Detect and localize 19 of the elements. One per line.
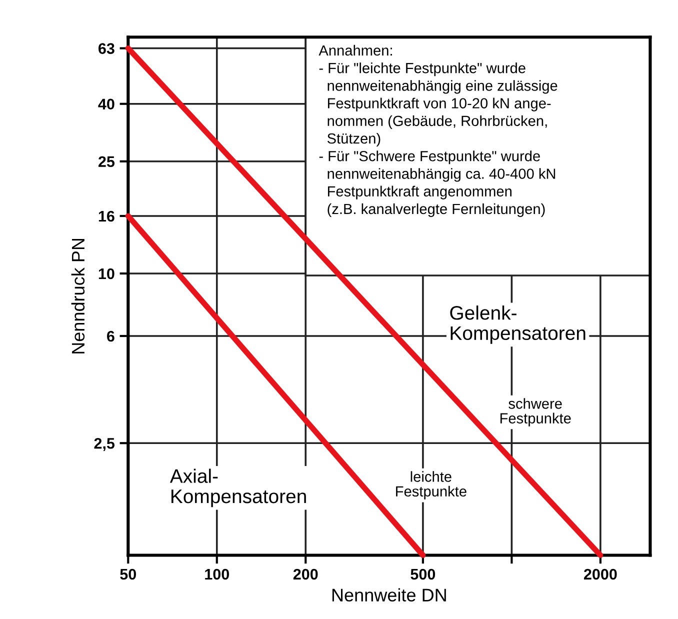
y-tick-label: 6 [107, 330, 114, 342]
y-tick-label: 2,5 [94, 438, 115, 452]
x-tick-label: 500 [410, 568, 436, 580]
y-tick-label: 63 [98, 43, 114, 54]
annotation: Gelenk- Kompensatoren [450, 306, 586, 344]
x-tick-label: 100 [205, 568, 230, 580]
annotation: leichte Festpunkte [396, 471, 466, 500]
x-tick-label: 50 [120, 568, 136, 580]
y-tick-label: 40 [98, 98, 114, 110]
y-tick-label: 25 [98, 156, 115, 168]
y-tick-label: 10 [98, 268, 114, 280]
annotation: Axial- Kompensatoren [170, 468, 306, 508]
y-tick-label: 16 [98, 210, 114, 222]
x-tick-label: 2000 [584, 568, 617, 580]
x-tick-label: 200 [293, 568, 318, 580]
x-axis-title: Nennweite DN [332, 588, 446, 602]
annotation: schwere Festpunkte [500, 398, 571, 426]
y-axis-title: Nenndruck PN [71, 238, 85, 354]
text: Annahmen: - Für "leichte Festpunkte" wurde nennweitenabhängig eine zulässige Festpunktkraft von 10-20 kN ange- nommen (Gebäude, Rohrbrücken, Stützen) - Für "Schwere Festpunkte" wurde nennweitenabhängig ca. 40-400 kN Festpunktkraft angenommen (z.B. kanalverlegte Fernleitungen) [318, 44, 558, 217]
